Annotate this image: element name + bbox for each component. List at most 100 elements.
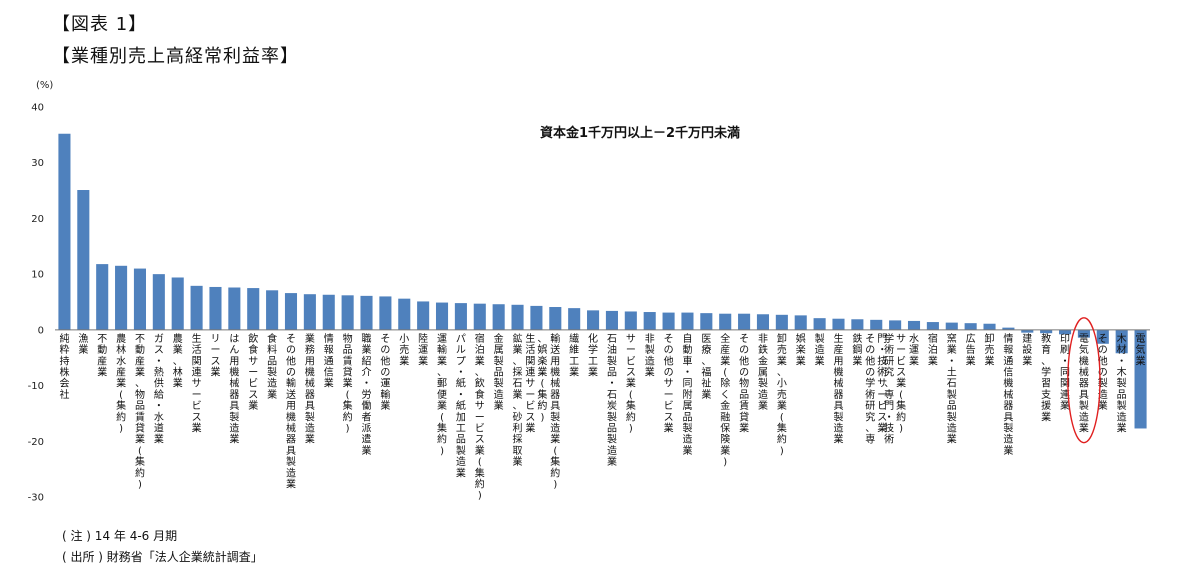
bar <box>1096 329 1109 344</box>
category-label: 飲食サービス業 <box>248 332 258 412</box>
bar <box>511 304 524 330</box>
bar <box>945 322 958 330</box>
category-label: 運輸業、郵便業(集約) <box>437 333 447 457</box>
bar <box>1040 329 1053 334</box>
bar <box>549 307 562 330</box>
bar <box>568 308 581 330</box>
category-label: その他のサービス業 <box>664 333 674 435</box>
category-label: その他の学術研究、専門・技術サービス業 <box>865 333 887 446</box>
bar <box>473 303 486 330</box>
bar <box>1077 329 1090 338</box>
category-label: はん用機械器具製造業 <box>229 333 239 446</box>
category-label: 非製造業 <box>645 333 655 379</box>
category-label: その他の運輸業 <box>380 333 390 412</box>
category-label: 印刷・同関連業 <box>1060 333 1070 412</box>
bar <box>813 318 826 330</box>
bar <box>228 287 241 330</box>
bar <box>266 290 279 330</box>
category-label: 純粋持株会社 <box>59 332 69 401</box>
bar <box>1059 329 1072 335</box>
bar <box>719 313 732 330</box>
bar <box>1002 327 1015 330</box>
category-label: 不動産業、物品賃貸業(集約) <box>135 334 145 491</box>
bar <box>77 190 90 330</box>
category-label: 教育、学習支援業 <box>1041 332 1051 423</box>
category-label: パルプ・紙・紙加工品製造業 <box>456 333 466 479</box>
category-label: 生産用機械器具製造業 <box>833 332 843 446</box>
category-label: その他の物品賃貸業 <box>739 333 749 435</box>
y-tick-label: 30 <box>31 158 44 169</box>
y-tick-label: 10 <box>31 270 44 281</box>
y-tick-label: -10 <box>28 381 44 392</box>
bar <box>907 320 921 330</box>
category-label: 広告業 <box>966 332 976 367</box>
category-label: 電気業 <box>1136 333 1146 367</box>
category-label: 陸運業 <box>418 332 428 367</box>
bar <box>775 314 788 330</box>
y-axis: -30 -20 -10 0 10 20 30 40 <box>28 103 44 504</box>
category-label: 木材・木製品製造業 <box>1117 333 1127 435</box>
category-label: その他の製造業 <box>1098 333 1108 412</box>
category-label: 輸送用機械器具製造業(集約) <box>550 332 560 491</box>
bar <box>360 295 373 330</box>
category-label: 製造業 <box>815 332 825 367</box>
bar <box>341 295 354 330</box>
category-label: サービス業(集約) <box>626 333 636 435</box>
y-tick-label: -20 <box>28 437 44 448</box>
bar-chart: (%) 資本金1千万円以上－2千万円未満 -30-20-10010203040 … <box>28 80 1150 504</box>
category-label: 金属製品製造業 <box>494 332 504 412</box>
bar <box>662 312 675 330</box>
figure-label: 【図表 1】 <box>52 14 148 35</box>
category-label: 非鉄金属製造業 <box>758 333 768 412</box>
category-label: 水運業 <box>909 333 919 367</box>
bar <box>1134 329 1147 429</box>
chart-title: 資本金1千万円以上－2千万円未満 <box>540 125 740 141</box>
category-label: 卸売業、小売業(集約) <box>777 332 787 457</box>
bar <box>417 301 430 330</box>
footnote-source: ( 出所 ) 財務省「法人企業統計調査」 <box>62 550 263 564</box>
figure-title: 【業種別売上高経常利益率】 <box>52 46 299 67</box>
bar <box>247 288 260 330</box>
category-label: 農林水産業(集約) <box>116 332 126 435</box>
bars <box>58 133 1147 429</box>
bar <box>284 293 298 330</box>
bar <box>832 318 845 330</box>
y-tick-label: 0 <box>38 325 44 336</box>
bar <box>115 265 128 330</box>
category-label: 農業、林業 <box>173 332 183 390</box>
footnote-note: ( 注 ) 14 年 4-6 月期 <box>62 529 178 543</box>
bar <box>96 264 109 330</box>
category-label: 学術研究、専門・技術サービス業(集約) <box>884 332 906 446</box>
category-label: リース業 <box>210 334 220 379</box>
category-label: 鉄鋼業 <box>852 332 862 367</box>
category-label: 情報通信業 <box>324 332 334 390</box>
category-label: 自動車・同附属品製造業 <box>682 332 692 457</box>
bar <box>379 296 392 330</box>
category-label: 職業紹介・労働者派遣業 <box>362 333 372 457</box>
bar <box>435 302 449 330</box>
bar <box>152 274 165 330</box>
category-label: 物品賃貸業(集約) <box>343 332 353 435</box>
bar <box>983 323 996 330</box>
category-label: その他の輸送用機械器具製造業 <box>286 333 296 491</box>
bar <box>643 312 656 330</box>
bar <box>738 313 751 330</box>
category-label: 不動産業 <box>97 334 107 379</box>
category-label: 卸売業 <box>985 332 995 367</box>
bar <box>454 303 467 330</box>
bar <box>700 313 713 330</box>
category-label: 鉱業、採石業、砂利採取業 <box>513 332 523 468</box>
category-label: ガス・熱供給・水道業 <box>154 333 164 446</box>
category-label: 石油製品・石炭製品製造業 <box>607 334 617 468</box>
category-label: 情報通信機械器具製造業 <box>1003 332 1013 457</box>
category-label: 業務用機械器具製造業 <box>305 332 315 446</box>
category-label: 建設業 <box>1022 332 1032 367</box>
bar <box>964 323 977 330</box>
bar <box>209 286 222 330</box>
category-label: 食料品製造業 <box>267 332 277 401</box>
category-label: 漁業 <box>78 332 88 356</box>
bar <box>889 320 902 330</box>
bar <box>587 310 600 330</box>
bar <box>1115 329 1128 354</box>
